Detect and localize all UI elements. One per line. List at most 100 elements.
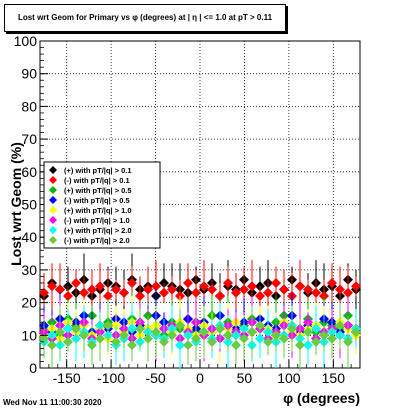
grid-lines bbox=[40, 41, 360, 368]
legend-marker bbox=[49, 176, 57, 184]
legend-label: (+) with pT/|q| > 0.5 bbox=[64, 186, 132, 195]
x-tick-label: 50 bbox=[237, 370, 253, 386]
chart-title: Lost wrt Geom for Primary vs φ (degrees)… bbox=[4, 4, 286, 32]
data-point bbox=[207, 336, 217, 347]
y-tick-label: 70 bbox=[21, 131, 37, 147]
data-point bbox=[303, 327, 313, 338]
footer-timestamp: Wed Nov 11 11:00:30 2020 bbox=[3, 398, 102, 407]
data-point bbox=[311, 336, 321, 347]
legend-marker bbox=[49, 216, 57, 224]
data-point bbox=[135, 291, 145, 302]
x-tick-label: -50 bbox=[145, 370, 165, 386]
data-point bbox=[207, 284, 217, 295]
data-point bbox=[167, 330, 177, 341]
data-point bbox=[47, 340, 57, 351]
data-point bbox=[223, 277, 233, 288]
data-point bbox=[143, 333, 153, 344]
data-point bbox=[335, 284, 345, 295]
data-point bbox=[87, 284, 97, 295]
axes: -150 -100 -50 0 50 100 150 0 10 20 30 40 50 60 70 80 90 1… bbox=[14, 33, 361, 386]
y-tick-label: 0 bbox=[29, 360, 37, 376]
data-point bbox=[167, 284, 177, 295]
legend-label: (-) with pT/|q| > 0.1 bbox=[64, 176, 130, 185]
data-point bbox=[303, 284, 313, 295]
data-point bbox=[343, 336, 353, 347]
data-point bbox=[159, 336, 169, 347]
data-point bbox=[103, 291, 113, 302]
y-tick-label: 40 bbox=[21, 229, 37, 245]
data-point bbox=[127, 277, 137, 288]
data-point bbox=[287, 323, 297, 334]
data-point bbox=[151, 327, 161, 338]
data-point bbox=[239, 284, 249, 295]
legend-label: (+) with pT/|q| > 0.1 bbox=[64, 166, 132, 175]
data-point bbox=[63, 323, 73, 334]
data-point bbox=[95, 281, 105, 292]
data-point bbox=[79, 287, 89, 298]
data-point bbox=[47, 281, 57, 292]
data-point bbox=[39, 287, 49, 298]
legend-marker bbox=[49, 196, 57, 204]
y-tick-label: 20 bbox=[21, 295, 37, 311]
data-point bbox=[271, 277, 281, 288]
legend-label: (+) with pT/|q| > 1.0 bbox=[64, 206, 132, 215]
y-tick-label: 10 bbox=[21, 327, 37, 343]
data-point bbox=[279, 284, 289, 295]
legend-marker bbox=[49, 166, 57, 174]
legend-label: (-) with pT/|q| > 0.5 bbox=[64, 196, 130, 205]
data-point bbox=[95, 333, 105, 344]
data-point bbox=[279, 333, 289, 344]
data-point bbox=[119, 330, 129, 341]
data-point bbox=[247, 327, 257, 338]
y-tick-label: 80 bbox=[21, 98, 37, 114]
data-point bbox=[55, 327, 65, 338]
legend-marker bbox=[49, 236, 57, 244]
data-point bbox=[39, 333, 49, 344]
data-point bbox=[271, 330, 281, 341]
data-point bbox=[175, 320, 185, 331]
data-point bbox=[311, 287, 321, 298]
data-point bbox=[127, 340, 137, 351]
legend-box bbox=[43, 161, 161, 249]
data-point bbox=[295, 281, 305, 292]
data-point bbox=[87, 340, 97, 351]
x-tick-label: -150 bbox=[53, 370, 81, 386]
data-point bbox=[143, 284, 153, 295]
data-point bbox=[255, 291, 265, 302]
data-point bbox=[71, 323, 81, 334]
legend-label: (-) with pT/|q| > 1.0 bbox=[64, 216, 130, 225]
y-tick-label: 60 bbox=[21, 164, 37, 180]
data-point bbox=[215, 323, 225, 334]
data-point bbox=[191, 287, 201, 298]
data-point bbox=[183, 340, 193, 351]
data-point bbox=[327, 333, 337, 344]
data-point bbox=[255, 333, 265, 344]
x-tick-label: 0 bbox=[196, 370, 204, 386]
y-axis-label: Lost wrt Geom (%) bbox=[8, 142, 24, 266]
legend-marker bbox=[49, 186, 57, 194]
data-point bbox=[223, 330, 233, 341]
y-tick-label: 90 bbox=[21, 66, 37, 82]
data-point bbox=[111, 336, 121, 347]
data-point bbox=[351, 281, 361, 292]
data-point bbox=[71, 277, 81, 288]
x-tick-label: -100 bbox=[97, 370, 125, 386]
data-point bbox=[231, 287, 241, 298]
data-point bbox=[199, 281, 209, 292]
data-point bbox=[183, 277, 193, 288]
x-axis-label: φ (degrees) bbox=[283, 390, 360, 406]
y-tick-label: 30 bbox=[21, 262, 37, 278]
data-point bbox=[303, 340, 313, 351]
data-point bbox=[135, 323, 145, 334]
data-point bbox=[111, 284, 121, 295]
data-point bbox=[263, 336, 273, 347]
legend-marker bbox=[49, 206, 57, 214]
data-point bbox=[63, 291, 73, 302]
data-point bbox=[295, 340, 305, 351]
data-point bbox=[151, 281, 161, 292]
data-point bbox=[343, 287, 353, 298]
data-point bbox=[199, 327, 209, 338]
legend-label: (+) with pT/|q| > 2.0 bbox=[64, 226, 132, 235]
legend-label: (-) with pT/|q| > 2.0 bbox=[64, 236, 130, 245]
